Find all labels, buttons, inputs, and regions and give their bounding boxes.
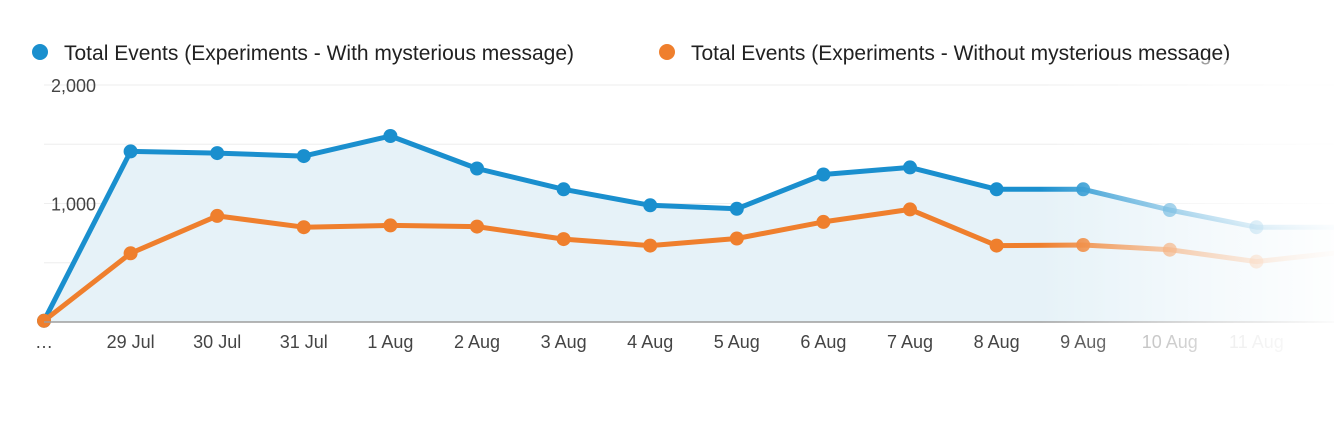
legend-label-1: Total Events (Experiments - With mysteri… [64,42,574,65]
series-1-area [44,136,1334,322]
series-2-point[interactable] [210,208,225,223]
x-tick-label: 11 Aug [1229,332,1284,352]
series-2-point[interactable] [903,202,917,217]
x-tick-label: 30 Jul [193,332,241,352]
x-tick-label: 6 Aug [800,332,846,352]
y-tick-label: 2,000 [51,76,96,96]
series-1-point[interactable] [296,149,311,164]
series-2-point[interactable] [729,231,744,246]
series-1-point[interactable] [123,144,138,159]
series-2-point[interactable] [123,246,138,261]
x-tick-label: 10 Aug [1142,332,1198,352]
series-1-point[interactable] [470,161,484,176]
series-1-point[interactable] [556,182,571,197]
x-tick-label: … [35,332,53,352]
series-2-point[interactable] [1076,238,1091,252]
series-2-point[interactable] [1162,242,1177,257]
series-2-point[interactable] [296,220,311,235]
series-1-point[interactable] [729,201,744,216]
chart-legend[interactable]: Total Events (Experiments - With mysteri… [32,42,1230,65]
series-2-point[interactable] [556,232,571,247]
data-points[interactable] [37,129,1264,328]
series-2-point[interactable] [816,214,831,229]
series-2-point[interactable] [470,219,484,234]
legend-label-2: Total Events (Experiments - Without myst… [691,42,1230,65]
x-tick-label: 5 Aug [714,332,760,352]
series-area [44,136,1334,322]
legend-marker-2 [659,44,675,60]
series-1-point[interactable] [903,160,917,175]
x-axis-ticks: … 29 Jul 30 Jul 31 Jul 1 Aug 2 Aug 3 Aug 4 Aug 5… [35,332,1334,352]
x-tick-label: 31 Jul [280,332,328,352]
series-1-point[interactable] [383,129,398,143]
y-axis-ticks: 2,000 1,000 [51,76,96,215]
series-1-point[interactable] [643,198,658,213]
x-tick-label: 9 Aug [1060,332,1106,352]
x-tick-label: 8 Aug [974,332,1020,352]
series-1-point[interactable] [1249,220,1264,235]
series-2-point[interactable] [37,313,51,328]
series-2-point[interactable] [643,238,658,253]
series-1-point[interactable] [816,167,831,182]
series-1-point[interactable] [210,146,225,161]
y-tick-label: 1,000 [51,195,96,215]
x-tick-label: 2 Aug [454,332,500,352]
x-tick-label: 4 Aug [627,332,673,352]
series-2-point[interactable] [1249,254,1264,269]
x-tick-label: 1 Aug [367,332,413,352]
x-tick-label: 29 Jul [107,332,155,352]
legend-marker-1 [32,44,48,60]
series-2-point[interactable] [383,218,398,233]
series-1-point[interactable] [989,182,1004,197]
x-tick-label: 3 Aug [541,332,587,352]
series-2-point[interactable] [989,238,1004,253]
x-tick-label: 7 Aug [887,332,933,352]
series-1-point[interactable] [1162,203,1177,217]
series-1-point[interactable] [1076,182,1091,197]
